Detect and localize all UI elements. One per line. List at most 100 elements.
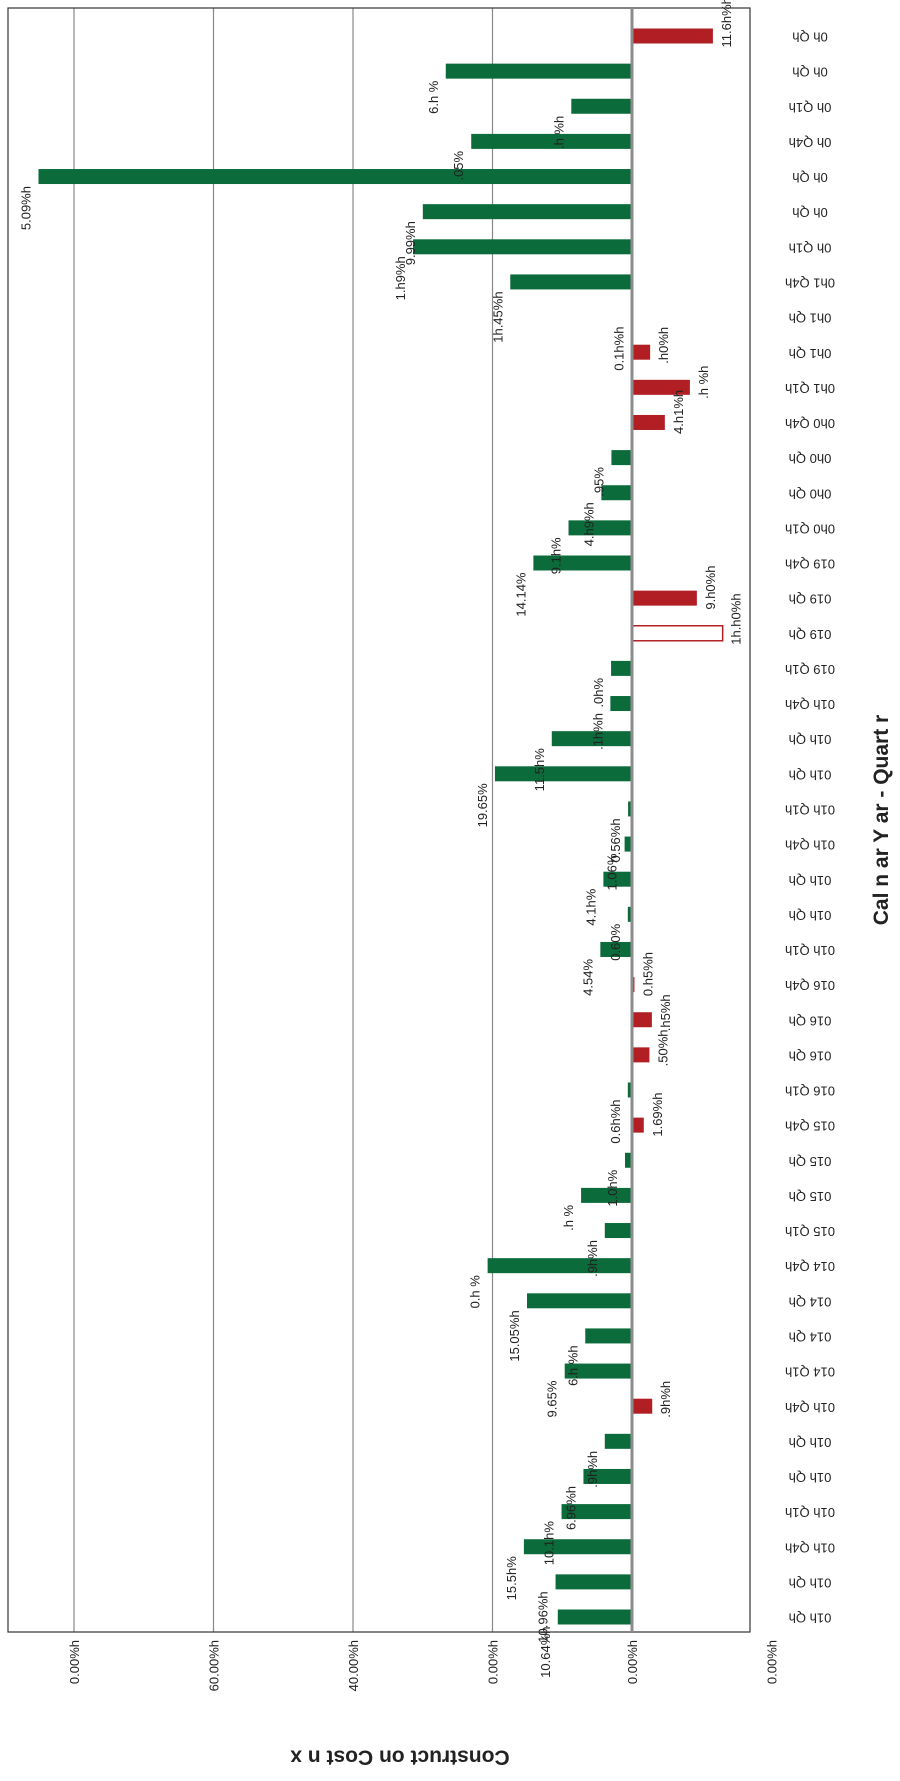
category-tick-label: 01h Qh	[789, 1470, 832, 1485]
data-label: 6.h %	[426, 80, 441, 114]
data-label: 9.1h%	[549, 537, 564, 574]
category-tick-label: 016 Q4h	[785, 978, 835, 993]
category-tick-label: 014 Qh	[789, 1294, 832, 1309]
bar	[555, 1574, 632, 1590]
data-label: 9.99%h	[403, 221, 418, 265]
bar	[610, 696, 632, 712]
data-label: 4.h9%h	[581, 502, 596, 546]
data-label: 14.14%	[513, 572, 528, 617]
data-label: 4.h1%h	[671, 390, 686, 434]
category-tick-label: 016 Q1h	[785, 1084, 835, 1099]
category-tick-label: 0h1 Q1h	[785, 381, 835, 396]
category-tick-label: 0h Qh	[792, 170, 827, 185]
category-tick-label: 014 Qh	[789, 1329, 832, 1344]
data-label: 0.6h%h	[608, 1100, 623, 1144]
bar	[632, 414, 665, 430]
data-label: 1.06%	[605, 853, 620, 890]
bar	[471, 133, 632, 149]
bar	[38, 169, 632, 185]
value-tick-label: 40.00%h	[346, 1640, 361, 1691]
y-axis-title: Construct on Cost n x	[290, 1745, 510, 1768]
data-label: .05%	[451, 150, 466, 180]
bar	[564, 1363, 632, 1379]
bar	[632, 1047, 650, 1063]
category-tick-label: 016 Qh	[789, 1013, 832, 1028]
value-tick-label: 0.00%h	[765, 1640, 780, 1684]
bar	[557, 1609, 632, 1625]
data-label: 0.h5%h	[640, 952, 655, 996]
data-label: 1.h9%h	[393, 256, 408, 300]
bar	[585, 1328, 632, 1344]
category-tick-label: 01h Q1h	[785, 1505, 835, 1520]
bars	[38, 28, 724, 1625]
category-tick-label: 01h Qh	[789, 1435, 832, 1450]
category-tick-label: 01h Qh	[789, 1575, 832, 1590]
category-tick-labels: 01h Qh 01h Qh 01h Q4h 01h Q1h 01h Qh 01h Qh 01…	[785, 30, 835, 1626]
category-tick-label: 0h Qh	[792, 65, 827, 80]
category-tick-label: 0h1 Q4h	[785, 275, 835, 290]
data-label: 0.1h%h	[611, 327, 626, 371]
data-label: 4.54%	[580, 959, 595, 996]
bar	[551, 731, 632, 747]
bar	[413, 239, 632, 255]
data-label: .0h%	[591, 677, 606, 707]
bar	[627, 906, 632, 922]
value-tick-label: 60.00%h	[207, 1640, 222, 1691]
bar	[628, 801, 632, 817]
data-label: 1.0h%	[605, 1169, 620, 1206]
data-label: 6.h %h	[565, 1345, 580, 1385]
bar	[581, 1187, 632, 1203]
category-tick-label: 016 Qh	[789, 1048, 832, 1063]
bar	[604, 1223, 632, 1239]
category-tick-label: 0h0 Qh	[789, 451, 832, 466]
category-tick-label: 0h Q4h	[789, 135, 832, 150]
bar	[600, 941, 632, 957]
category-tick-label: 01h Qh	[789, 1611, 832, 1626]
bar	[625, 1152, 632, 1168]
category-tick-label: 0h Qh	[792, 30, 827, 45]
data-label: 15.05%h	[507, 1310, 522, 1361]
category-tick-label: 019 Qh	[789, 592, 832, 607]
bar	[561, 1504, 632, 1520]
category-tick-label: 015 Qh	[789, 1154, 832, 1169]
category-tick-label: 01h Q4h	[785, 838, 835, 853]
gridlines	[73, 8, 494, 1632]
bar	[510, 274, 632, 290]
category-tick-label: 0h Q1h	[789, 240, 832, 255]
data-label: 1h.45%h	[490, 291, 505, 342]
category-tick-label: 014 Q1h	[785, 1365, 835, 1380]
category-tick-label: 015 Q4h	[785, 1119, 835, 1134]
data-label: 5.09%h	[18, 186, 33, 230]
category-tick-label: 01h Qh	[789, 732, 832, 747]
data-label: 1h.h0%h	[729, 593, 744, 644]
bar	[632, 1117, 644, 1133]
bar	[422, 204, 632, 220]
data-label: .50%h	[655, 1029, 670, 1066]
data-label: 11.5h%	[532, 748, 547, 792]
bar	[533, 555, 632, 571]
category-tick-label: 01h Q4h	[785, 697, 835, 712]
data-label: .h %h	[696, 366, 711, 399]
plot-frame	[7, 7, 751, 1633]
bar	[527, 1293, 632, 1309]
data-label: .9h%h	[585, 1240, 600, 1277]
data-label: .h %h	[551, 116, 566, 149]
bar	[632, 379, 690, 395]
bar	[631, 625, 724, 642]
data-label: 10.64%h	[538, 1627, 553, 1678]
category-tick-label: 01h Q4h	[785, 1400, 835, 1415]
category-tick-label: 01h Q1h	[785, 802, 835, 817]
bar	[627, 1082, 632, 1098]
value-tick-labels: 0.00%h 60.00%h 40.00%h 0.00%h 0.00%h 0.00%h	[67, 1640, 780, 1691]
category-tick-label: 019 Qh	[789, 627, 832, 642]
data-label: 6.96%h	[563, 1486, 578, 1530]
bar	[611, 660, 632, 676]
category-tick-label: 01h Qh	[789, 908, 832, 923]
category-tick-label: 0h0 Qh	[789, 486, 832, 501]
data-label: .h5%h	[658, 994, 673, 1031]
bar	[568, 520, 632, 536]
category-tick-label: 01h Q1h	[785, 943, 835, 958]
value-tick-label: 0.00%h	[625, 1640, 640, 1684]
bar	[632, 1398, 653, 1414]
